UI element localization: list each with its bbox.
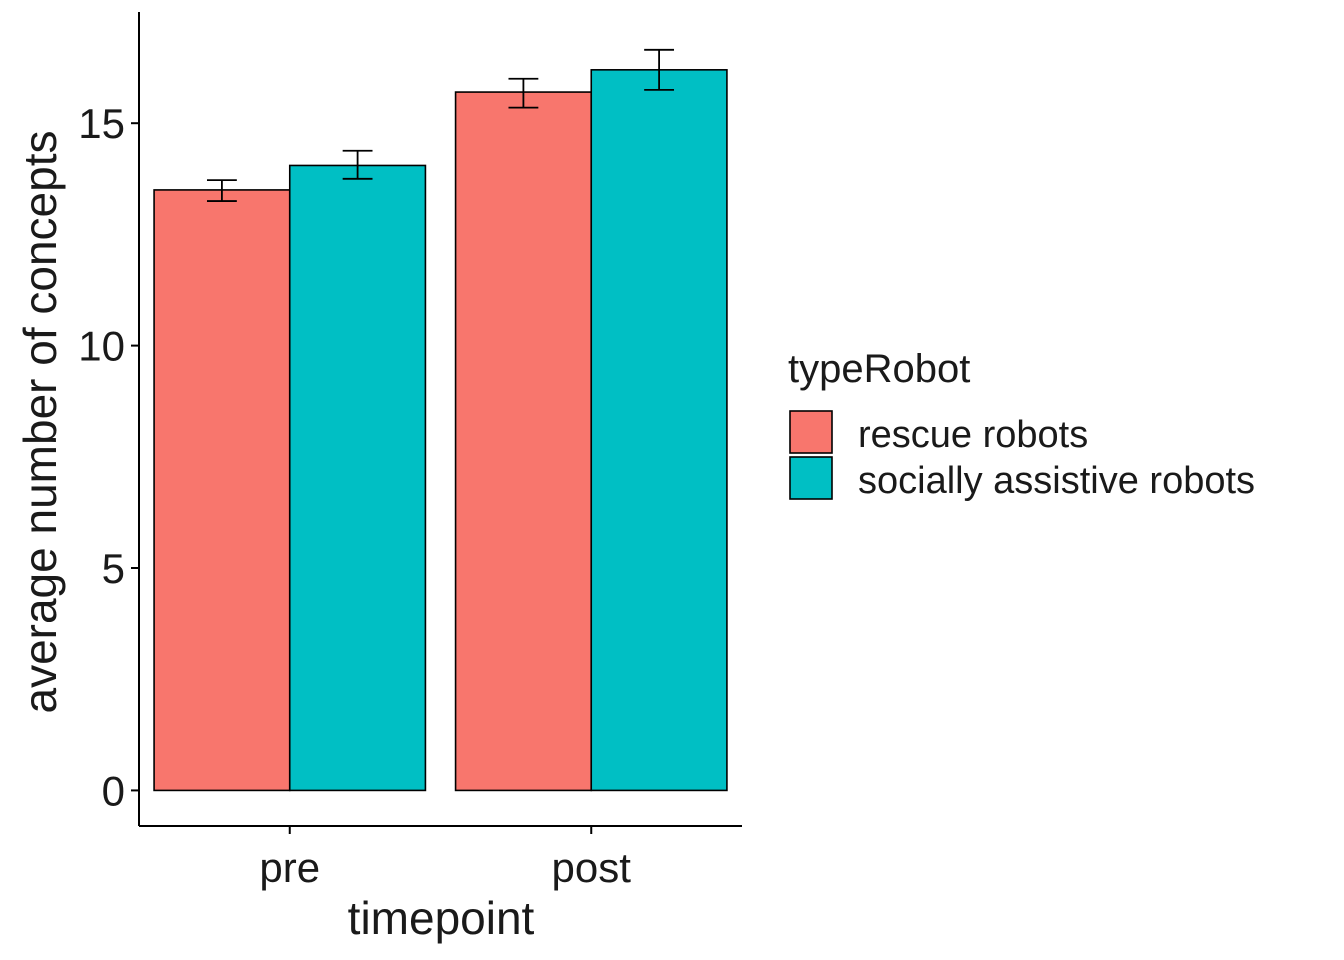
y-tick-label: 15 xyxy=(78,100,125,147)
legend-item: rescue robots xyxy=(789,410,1088,456)
error-bars-layer xyxy=(206,48,675,202)
x-axis-title: timepoint xyxy=(348,892,535,944)
x-tick-label: pre xyxy=(259,844,320,891)
legend-swatch xyxy=(789,456,833,500)
x-tick-label: post xyxy=(552,844,632,891)
y-tick-label: 10 xyxy=(78,323,125,370)
axes-layer xyxy=(138,12,742,827)
bar xyxy=(590,69,728,792)
error-bar xyxy=(644,48,675,91)
legend-swatch xyxy=(789,410,833,454)
legend-label: socially assistive robots xyxy=(858,460,1255,502)
error-bar xyxy=(206,179,237,202)
error-bar xyxy=(342,149,373,180)
y-tick-label: 0 xyxy=(102,767,125,814)
legend-label: rescue robots xyxy=(858,414,1088,456)
y-tick-label: 5 xyxy=(102,545,125,592)
bars-layer xyxy=(153,69,728,792)
x-ticks: pre post xyxy=(259,826,631,891)
error-bar xyxy=(508,77,539,109)
bar xyxy=(454,91,593,792)
bar xyxy=(288,164,427,792)
bar xyxy=(153,189,291,792)
y-axis-title: average number of concepts xyxy=(14,130,66,713)
legend-title: typeRobot xyxy=(788,347,970,391)
legend-item: socially assistive robots xyxy=(789,456,1255,502)
y-ticks: 0 5 10 15 xyxy=(78,100,139,814)
